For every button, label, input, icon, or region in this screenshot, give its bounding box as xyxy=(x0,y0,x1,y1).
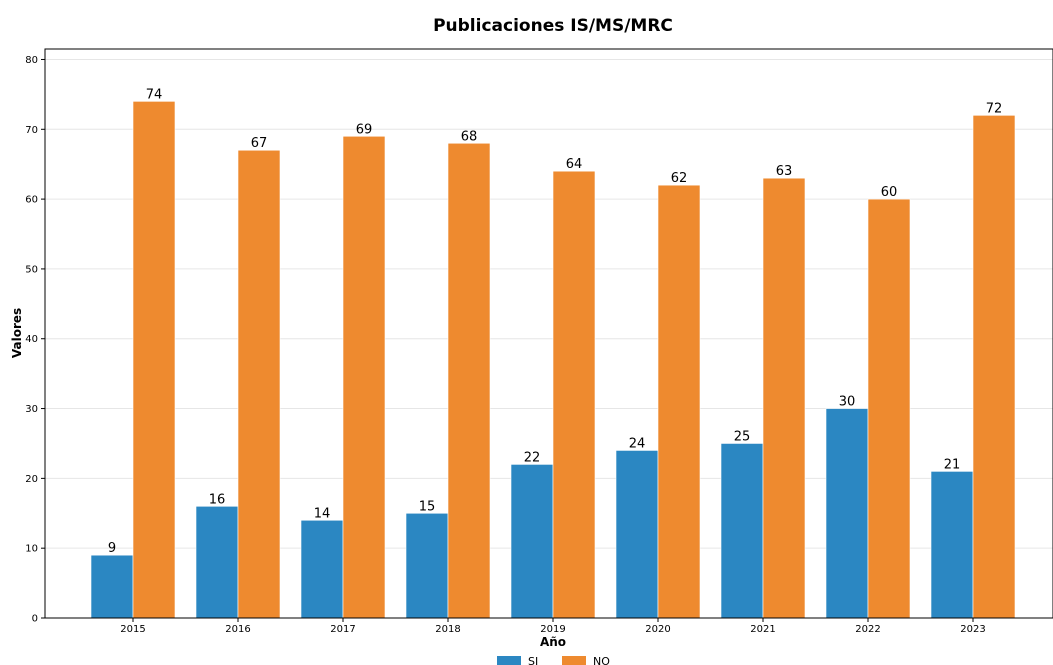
data-label: 68 xyxy=(461,129,478,144)
x-tick-label: 2019 xyxy=(540,624,565,635)
chart-title: Publicaciones IS/MS/MRC xyxy=(433,16,673,36)
data-label: 63 xyxy=(776,164,793,179)
x-axis-label: Año xyxy=(540,635,566,649)
data-label: 16 xyxy=(209,492,226,507)
data-label: 60 xyxy=(881,185,898,200)
y-tick-label: 20 xyxy=(25,474,38,485)
y-tick-label: 30 xyxy=(25,404,38,415)
x-tick-label: 2015 xyxy=(120,624,145,635)
y-tick-label: 70 xyxy=(25,125,38,136)
data-label: 72 xyxy=(986,101,1003,116)
x-tick-label: 2017 xyxy=(330,624,355,635)
plot-frame xyxy=(44,48,1053,619)
bar-no-2022 xyxy=(867,198,911,619)
data-label: 14 xyxy=(314,506,331,521)
bar-no-2015 xyxy=(132,101,176,619)
data-label: 67 xyxy=(251,136,268,151)
legend-label-no: NO xyxy=(593,655,610,665)
bar-no-2017 xyxy=(342,135,386,619)
x-tick-label: 2023 xyxy=(960,624,985,635)
data-label: 64 xyxy=(566,157,583,172)
data-labels: 9 16 14 15 22 24 25 30 21 74 67 69 68 64 62 63 60 72 xyxy=(108,87,1002,556)
bar-si-2018 xyxy=(405,512,449,619)
bar-no-2019 xyxy=(552,170,596,619)
y-tick-label: 0 xyxy=(32,614,38,625)
bar-si-2015 xyxy=(90,554,134,619)
data-label: 30 xyxy=(839,395,856,410)
x-tick-label: 2016 xyxy=(225,624,250,635)
y-tick-label: 60 xyxy=(25,195,38,206)
x-tick-label: 2021 xyxy=(750,624,775,635)
data-label: 25 xyxy=(734,429,751,444)
x-tick-label: 2018 xyxy=(435,624,460,635)
data-label: 74 xyxy=(146,87,163,102)
legend-swatch-si xyxy=(497,656,521,665)
x-axis-ticks: 2015 2016 2017 2018 2019 2020 2021 2022 2023 xyxy=(120,618,986,635)
y-tick-label: 10 xyxy=(25,544,38,555)
x-tick-label: 2022 xyxy=(855,624,880,635)
data-label: 15 xyxy=(419,499,436,514)
legend-label-si: SI xyxy=(528,655,538,665)
axes xyxy=(44,48,1053,619)
bar-no-2016 xyxy=(237,149,281,619)
bar-no-2018 xyxy=(447,142,491,619)
bar-si-2019 xyxy=(510,464,554,619)
bar-no-2020 xyxy=(657,184,701,619)
y-tick-label: 50 xyxy=(25,264,38,275)
bar-no-2021 xyxy=(762,177,806,619)
grid-lines xyxy=(45,58,1053,549)
data-label: 24 xyxy=(629,436,646,451)
y-tick-label: 80 xyxy=(25,55,38,66)
legend-swatch-no xyxy=(562,656,586,665)
data-label: 62 xyxy=(671,171,688,186)
y-tick-label: 40 xyxy=(25,334,38,345)
bar-no-2023 xyxy=(972,115,1016,619)
bar-si-2017 xyxy=(300,519,344,619)
x-tick-label: 2020 xyxy=(645,624,670,635)
data-label: 22 xyxy=(524,450,541,465)
bar-si-2023 xyxy=(930,471,974,619)
bars xyxy=(90,101,1016,619)
bar-si-2016 xyxy=(195,505,239,619)
data-label: 21 xyxy=(944,457,961,472)
bar-si-2021 xyxy=(720,443,764,619)
bar-si-2022 xyxy=(825,408,869,619)
data-label: 9 xyxy=(108,541,116,556)
y-axis-ticks: 0 10 20 30 40 50 60 70 80 xyxy=(25,55,45,625)
bar-si-2020 xyxy=(615,450,659,619)
data-label: 69 xyxy=(356,122,373,137)
y-axis-label: Valores xyxy=(10,308,24,358)
legend: SI NO xyxy=(497,655,610,665)
